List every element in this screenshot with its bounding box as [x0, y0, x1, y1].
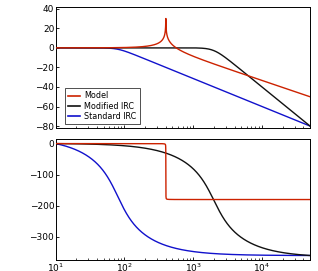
Legend: Model, Modified IRC, Standard IRC: Model, Modified IRC, Standard IRC [65, 88, 140, 124]
